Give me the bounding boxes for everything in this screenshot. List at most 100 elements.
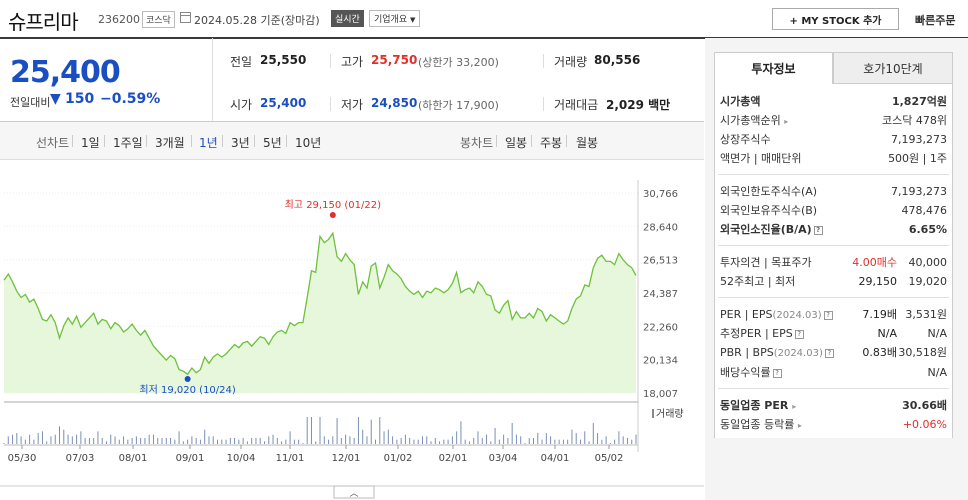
volume-bar bbox=[366, 436, 368, 444]
x-tick-label: 10/04 bbox=[227, 453, 256, 464]
chevron-right-icon: ▸ bbox=[792, 402, 797, 411]
help-icon[interactable]: ? bbox=[772, 368, 782, 378]
volume-bar bbox=[533, 438, 535, 444]
price-chart[interactable]: 30,766 28,640 26,513 24,387 22,260 20,134 18,0… bbox=[0, 160, 704, 500]
tab-order-book[interactable]: 호가10단계 bbox=[833, 52, 953, 84]
volume-bar bbox=[118, 439, 120, 444]
volume-bar bbox=[24, 439, 26, 444]
info-value: 19,020 bbox=[908, 275, 948, 288]
volume-bar bbox=[293, 439, 295, 444]
info-row-cap-rank[interactable]: 시가총액순위 ▸ 코스닥 478위 bbox=[720, 112, 947, 130]
volume-bar bbox=[451, 436, 453, 444]
volume-bar bbox=[375, 439, 377, 444]
chevron-up-icon: ︿ bbox=[349, 489, 358, 499]
divider bbox=[718, 245, 949, 246]
info-mid-value: N/A bbox=[877, 327, 897, 340]
volume-bar bbox=[20, 436, 22, 444]
tab-1y[interactable]: 1년 bbox=[199, 136, 218, 150]
volume-bar bbox=[609, 443, 611, 444]
volume-bar bbox=[498, 439, 500, 444]
info-label-text: 배당수익률 bbox=[720, 366, 771, 379]
tab-1w[interactable]: 1주일 bbox=[113, 136, 143, 150]
high-marker bbox=[329, 212, 336, 218]
help-icon[interactable]: ? bbox=[823, 310, 833, 320]
x-tick-label: 05/02 bbox=[595, 453, 624, 464]
info-row-sector-per[interactable]: 동일업종 PER ▸ 30.66배 bbox=[720, 397, 947, 415]
volume-bar bbox=[29, 434, 31, 444]
info-label: 외국인보유주식수(B) bbox=[720, 204, 818, 217]
tab-1d[interactable]: 1일 bbox=[81, 136, 100, 150]
volume-bar bbox=[101, 438, 103, 444]
volume-bar bbox=[328, 439, 330, 444]
tab-daily[interactable]: 일봉 bbox=[505, 136, 528, 150]
info-label-text: 동일업종 등락률 bbox=[720, 418, 795, 431]
volume-bar bbox=[421, 436, 423, 444]
volume-bar bbox=[114, 436, 116, 444]
help-icon[interactable]: ? bbox=[813, 225, 823, 235]
volume-bar bbox=[345, 434, 347, 444]
volume-legend-icon bbox=[652, 409, 654, 418]
info-label-date: (2024.03) bbox=[773, 348, 823, 359]
info-row-foreign-ratio: 외국인소진율(B/A)? 6.65% bbox=[720, 221, 947, 239]
divider bbox=[543, 54, 544, 68]
volume-bar bbox=[357, 417, 359, 444]
volume-bar bbox=[396, 439, 398, 444]
volume-bar bbox=[238, 439, 240, 444]
tab-10y[interactable]: 10년 bbox=[295, 136, 322, 150]
info-value: 40,000 bbox=[908, 256, 948, 269]
y-tick-label: 30,766 bbox=[643, 189, 678, 200]
x-tick-label: 08/01 bbox=[119, 453, 148, 464]
help-icon[interactable]: ? bbox=[824, 348, 834, 358]
volume-bar bbox=[63, 429, 65, 444]
realtime-button[interactable]: 실시간 bbox=[331, 10, 364, 27]
volume-bar bbox=[71, 436, 73, 444]
tab-5y[interactable]: 5년 bbox=[263, 136, 282, 150]
volume-bar bbox=[524, 443, 526, 444]
volume-bar bbox=[272, 434, 274, 444]
tab-3m[interactable]: 3개월 bbox=[155, 136, 185, 150]
add-my-stock-button[interactable]: + MY STOCK 추가 bbox=[772, 8, 899, 30]
info-label: 외국인소진율(B/A)? bbox=[720, 221, 823, 239]
volume-bar bbox=[182, 441, 184, 444]
volume-bar bbox=[383, 431, 385, 444]
help-icon[interactable]: ? bbox=[794, 329, 804, 339]
high-value: 25,750 bbox=[371, 53, 418, 67]
volume-bar bbox=[246, 441, 248, 444]
x-axis: 05/30 07/03 08/01 09/01 10/04 11/01 12/01 01/02… bbox=[8, 445, 624, 464]
divider bbox=[330, 97, 331, 111]
price-change-percent: −0.59% bbox=[100, 91, 161, 107]
info-value: 7,193,273 bbox=[891, 185, 947, 198]
tab-weekly[interactable]: 주봉 bbox=[540, 136, 563, 150]
price-line bbox=[3, 231, 637, 376]
info-value: 478,476 bbox=[901, 204, 948, 217]
tab-investment-info[interactable]: 투자정보 bbox=[714, 52, 833, 84]
x-tick-label: 01/02 bbox=[384, 453, 413, 464]
company-overview-dropdown[interactable]: 기업개요 ▼ bbox=[369, 10, 421, 27]
tab-3y[interactable]: 3년 bbox=[231, 136, 250, 150]
volume-bar bbox=[362, 429, 364, 444]
info-row-foreign-held: 외국인보유주식수(B) 478,476 bbox=[720, 202, 947, 220]
volume-bar bbox=[221, 439, 223, 444]
tab-monthly[interactable]: 월봉 bbox=[576, 136, 599, 150]
volume-bar bbox=[319, 417, 321, 444]
trade-amount-value: 2,029 백만 bbox=[606, 98, 671, 112]
collapse-button[interactable] bbox=[333, 485, 375, 499]
info-label: 시가총액 bbox=[720, 95, 761, 108]
volume-bar bbox=[76, 434, 78, 444]
divider bbox=[718, 174, 949, 175]
info-label: 액면가 | 매매단위 bbox=[720, 152, 802, 165]
volume-bar bbox=[370, 419, 372, 444]
volume-bar bbox=[276, 438, 278, 444]
info-row-sector-change[interactable]: 동일업종 등락률 ▸ +0.06% bbox=[720, 416, 947, 434]
volume-bar bbox=[46, 441, 48, 444]
quick-order-button[interactable]: 빠른주문 bbox=[915, 14, 956, 27]
info-mid-value: 4.00매수 bbox=[852, 256, 897, 269]
volume-bar bbox=[631, 439, 633, 444]
volume-bar bbox=[140, 438, 142, 444]
info-label-text: 외국인소진율(B/A) bbox=[720, 223, 812, 236]
volume-bar bbox=[481, 438, 483, 444]
volume-bar bbox=[511, 423, 513, 444]
info-row-52week: 52주최고 | 최저 29,150 19,020 bbox=[720, 273, 947, 291]
volume-bar bbox=[353, 438, 355, 444]
volume-bar bbox=[135, 436, 137, 444]
